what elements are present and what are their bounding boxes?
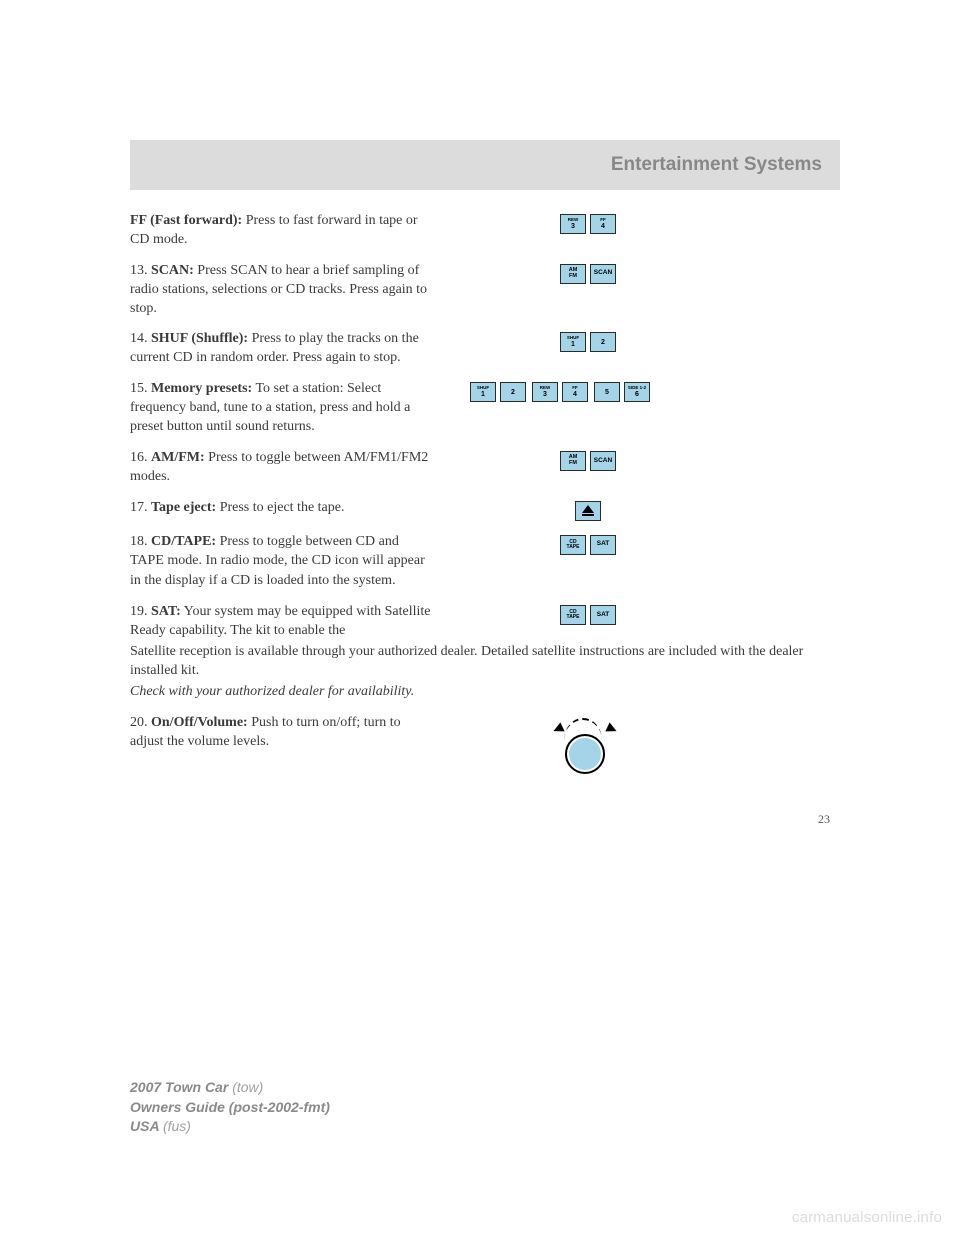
sat-buttons: CD TAPE SAT [560, 605, 616, 625]
eject-figure [435, 499, 601, 521]
scan-buttons: AM FM SCAN [560, 264, 616, 284]
item-shuf-text: 14. SHUF (Shuffle): Press to play the tr… [130, 330, 435, 368]
volume-figure [435, 714, 620, 776]
amfm-figure: AM FM SCAN [435, 449, 616, 471]
eject-icon [582, 505, 594, 513]
footer-model: 2007 Town Car [130, 1079, 232, 1095]
sat-bold: SAT: [151, 604, 181, 619]
sat-btn2: SAT [590, 605, 616, 625]
item-shuf: 14. SHUF (Shuffle): Press to play the tr… [130, 330, 840, 368]
sat-italic: Check with your authorized dealer for av… [130, 683, 840, 702]
item-volume-text: 20. On/Off/Volume: Push to turn on/off; … [130, 714, 435, 752]
scan-btn: SCAN [590, 451, 616, 471]
preset-1-button: SHUF1 [470, 382, 496, 402]
item-cdtape: 18. CD/TAPE: Press to toggle between CD … [130, 533, 840, 571]
vol-num: 20. [130, 715, 151, 730]
shuf-bold: SHUF (Shuffle): [151, 331, 248, 346]
shuf-num: 14. [130, 331, 151, 346]
item-sat: 19. SAT: Your system may be equipped wit… [130, 603, 840, 641]
cdtape-btn2: CD TAPE [560, 605, 586, 625]
item-volume: 20. On/Off/Volume: Push to turn on/off; … [130, 714, 840, 776]
item-sat-text: 19. SAT: Your system may be equipped wit… [130, 603, 435, 641]
footer-code3: (fus) [163, 1118, 191, 1134]
preset-2-button: 2 [590, 332, 616, 352]
eject-num: 17. [130, 500, 151, 515]
preset-4-button: FF4 [562, 382, 588, 402]
item-amfm-text: 16. AM/FM: Press to toggle between AM/FM… [130, 449, 435, 487]
item-cdtape-text: 18. CD/TAPE: Press to toggle between CD … [130, 533, 435, 571]
ff-4-button: FF4 [590, 214, 616, 234]
cdtape-desc2: in the display if a CD is loaded into th… [130, 572, 840, 591]
preset-3-button: REW3 [532, 382, 558, 402]
ff-bold: FF (Fast forward): [130, 213, 242, 228]
shuf-figure: SHUF1 2 [435, 330, 616, 352]
footer: 2007 Town Car (tow) Owners Guide (post-2… [130, 1078, 330, 1137]
cdtape-bold: CD/TAPE: [151, 534, 216, 549]
footer-code1: (tow) [232, 1079, 263, 1095]
item-ff-text: FF (Fast forward): Press to fast forward… [130, 212, 435, 250]
item-eject-text: 17. Tape eject: Press to eject the tape. [130, 499, 435, 518]
item-scan-text: 13. SCAN: Press SCAN to hear a brief sam… [130, 262, 435, 319]
eject-bold: Tape eject: [151, 500, 216, 515]
rew-3-button: REW3 [560, 214, 586, 234]
eject-icon-bar [582, 514, 594, 516]
scan-bold: SCAN: [151, 263, 194, 278]
sat-figure: CD TAPE SAT [435, 603, 616, 625]
presets-num: 15. [130, 381, 151, 396]
cdtape-btn: CD TAPE [560, 535, 586, 555]
footer-region: USA [130, 1118, 163, 1134]
amfm-btn: AM FM [560, 451, 586, 471]
item-eject: 17. Tape eject: Press to eject the tape. [130, 499, 840, 521]
shuf-buttons: SHUF1 2 [560, 332, 616, 352]
sat-num: 19. [130, 604, 151, 619]
eject-desc: Press to eject the tape. [216, 500, 344, 515]
scan-figure: AM FM SCAN [435, 262, 616, 284]
cdtape-buttons: CD TAPE SAT [560, 535, 616, 555]
amfm-num: 16. [130, 450, 151, 465]
presets-bold: Memory presets: [151, 381, 252, 396]
amfm-buttons: AM FM SCAN [560, 451, 616, 471]
presets-buttons: SHUF1 2 REW3 FF4 5 SIDE 1-26 [470, 382, 650, 402]
sat-desc2: Satellite reception is available through… [130, 643, 840, 681]
ff-buttons: REW3 FF4 [560, 214, 616, 234]
scan-num: 13. [130, 263, 151, 278]
item-scan: 13. SCAN: Press SCAN to hear a brief sam… [130, 262, 840, 319]
item-amfm: 16. AM/FM: Press to toggle between AM/FM… [130, 449, 840, 487]
eject-button [575, 501, 601, 521]
scan-button: SCAN [590, 264, 616, 284]
ff-figure: REW3 FF4 [435, 212, 616, 234]
page-number: 23 [130, 812, 840, 827]
preset-2b-button: 2 [500, 382, 526, 402]
preset-5-button: 5 [594, 382, 620, 402]
watermark: carmanualsonline.info [792, 1209, 942, 1226]
shuf-1-button: SHUF1 [560, 332, 586, 352]
vol-bold: On/Off/Volume: [151, 715, 248, 730]
preset-6-button: SIDE 1-26 [624, 382, 650, 402]
item-ff: FF (Fast forward): Press to fast forward… [130, 212, 840, 250]
footer-guide: Owners Guide (post-2002-fmt) [130, 1099, 330, 1115]
amfm-button: AM FM [560, 264, 586, 284]
sat-btn: SAT [590, 535, 616, 555]
item-presets: 15. Memory presets: To set a station: Se… [130, 380, 840, 437]
cdtape-figure: CD TAPE SAT [435, 533, 616, 555]
amfm-bold: AM/FM: [151, 450, 205, 465]
presets-figure: SHUF1 2 REW3 FF4 5 SIDE 1-26 [435, 380, 650, 402]
section-header: Entertainment Systems [130, 140, 840, 190]
item-presets-text: 15. Memory presets: To set a station: Se… [130, 380, 435, 437]
cdtape-num: 18. [130, 534, 151, 549]
volume-knob-icon [550, 716, 620, 776]
